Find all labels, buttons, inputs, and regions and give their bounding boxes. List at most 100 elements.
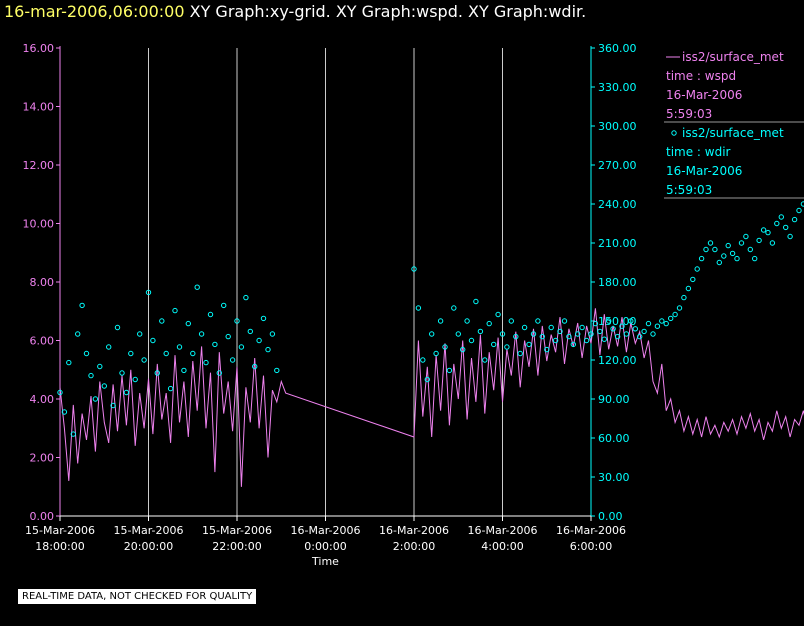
legend-source: iss2/surface_met — [682, 50, 784, 64]
left-tick-label: 0.00 — [30, 510, 55, 523]
wdir-point — [243, 294, 249, 301]
wdir-point — [557, 328, 563, 335]
right-tick-label: 360.00 — [598, 42, 637, 55]
wdir-point — [530, 331, 537, 337]
left-tick-label: 2.00 — [30, 452, 55, 465]
wdir-point — [132, 376, 138, 383]
wdir-point — [110, 402, 116, 409]
wdir-point — [659, 318, 665, 324]
wdir-point — [119, 370, 125, 376]
right-tick-label: 210.00 — [598, 237, 637, 250]
wdir-point — [637, 333, 643, 340]
wdir-point — [274, 367, 280, 374]
left-tick-label: 6.00 — [30, 335, 55, 348]
right-tick-label: 0.00 — [598, 510, 623, 523]
wdir-point — [703, 246, 709, 253]
right-tick-label: 30.00 — [598, 471, 630, 484]
graph-title: 16-mar-2006,06:00:00 XY Graph:xy-grid. X… — [4, 0, 586, 24]
wdir-point — [92, 396, 99, 402]
wdir-point — [486, 320, 492, 327]
time-tick-time: 6:00:00 — [570, 540, 612, 553]
wdir-point — [446, 367, 453, 374]
wdir-point — [150, 337, 156, 344]
time-tick-date: 16-Mar-2006 — [468, 524, 538, 537]
wdir-point — [606, 318, 612, 324]
wdir-point — [681, 294, 687, 301]
wdir-point — [442, 344, 448, 350]
wdir-point — [123, 389, 130, 396]
wdir-point — [614, 333, 621, 340]
wdir-point — [787, 233, 793, 240]
time-tick-time: 4:00:00 — [481, 540, 523, 553]
wdir-point — [575, 331, 581, 337]
wdir-point — [610, 326, 616, 332]
wdir-point — [154, 370, 161, 376]
wdir-point — [747, 246, 753, 253]
left-tick-label: 12.00 — [23, 159, 55, 172]
wdir-point — [752, 255, 758, 262]
legend-var: time : wspd — [666, 69, 737, 83]
wdir-point — [601, 336, 607, 342]
wdir-point — [650, 331, 656, 337]
wdir-point — [734, 255, 740, 262]
time-tick-date: 15-Mar-2006 — [202, 524, 272, 537]
wdir-point — [203, 359, 209, 366]
wdir-point — [88, 372, 94, 379]
wdir-point — [676, 305, 683, 311]
legend-source: iss2/surface_met — [682, 126, 784, 140]
wdir-point — [570, 341, 576, 348]
wdir-point — [743, 233, 749, 240]
wdir-point — [495, 311, 501, 318]
wdir-point — [729, 250, 736, 257]
wdir-point — [256, 337, 262, 344]
wdir-point — [216, 370, 223, 376]
wdir-point — [583, 337, 590, 344]
wdir-point — [668, 315, 674, 322]
wdir-point — [632, 326, 638, 332]
wdir-point — [145, 289, 152, 296]
wdir-point — [468, 337, 475, 344]
wdir-point — [628, 318, 634, 324]
wdir-point — [433, 350, 439, 357]
wdir-point — [194, 284, 200, 290]
wdir-point — [238, 344, 245, 350]
wdir-point — [707, 240, 714, 246]
wdir-point — [517, 350, 523, 357]
right-tick-label: 180.00 — [598, 276, 637, 289]
wdir-point — [190, 350, 196, 357]
wdir-point — [552, 337, 559, 344]
wdir-point — [97, 363, 103, 370]
wdir-point — [172, 307, 178, 314]
wdir-point — [198, 331, 205, 337]
wdir-point — [619, 323, 625, 329]
right-tick-label: 330.00 — [598, 81, 637, 94]
wdir-point — [548, 324, 554, 331]
wdir-point — [429, 331, 435, 337]
legend-circle-swatch — [671, 130, 677, 136]
wdir-point — [415, 305, 422, 311]
wdir-point — [57, 389, 63, 396]
time-tick-date: 16-Mar-2006 — [379, 524, 449, 537]
wdir-point — [504, 344, 510, 350]
wdir-point — [791, 216, 798, 223]
right-tick-label: 240.00 — [598, 198, 637, 211]
wdir-point — [79, 302, 85, 309]
wdir-point — [225, 333, 231, 340]
wdir-point — [437, 318, 444, 324]
wdir-point — [185, 320, 192, 327]
wdir-point — [641, 328, 647, 335]
left-tick-label: 10.00 — [23, 218, 55, 231]
wdir-point — [588, 331, 594, 337]
wdir-point — [712, 246, 718, 253]
wdir-point — [694, 266, 700, 272]
wdir-point — [477, 328, 484, 335]
wdir-point — [654, 323, 661, 329]
right-tick-label: 90.00 — [598, 393, 630, 406]
wdir-point — [473, 298, 479, 305]
time-tick-date: 16-Mar-2006 — [556, 524, 626, 537]
wdir-point — [672, 311, 678, 318]
wdir-point — [128, 350, 134, 357]
wdir-point — [176, 344, 183, 350]
wdir-point — [592, 320, 599, 327]
